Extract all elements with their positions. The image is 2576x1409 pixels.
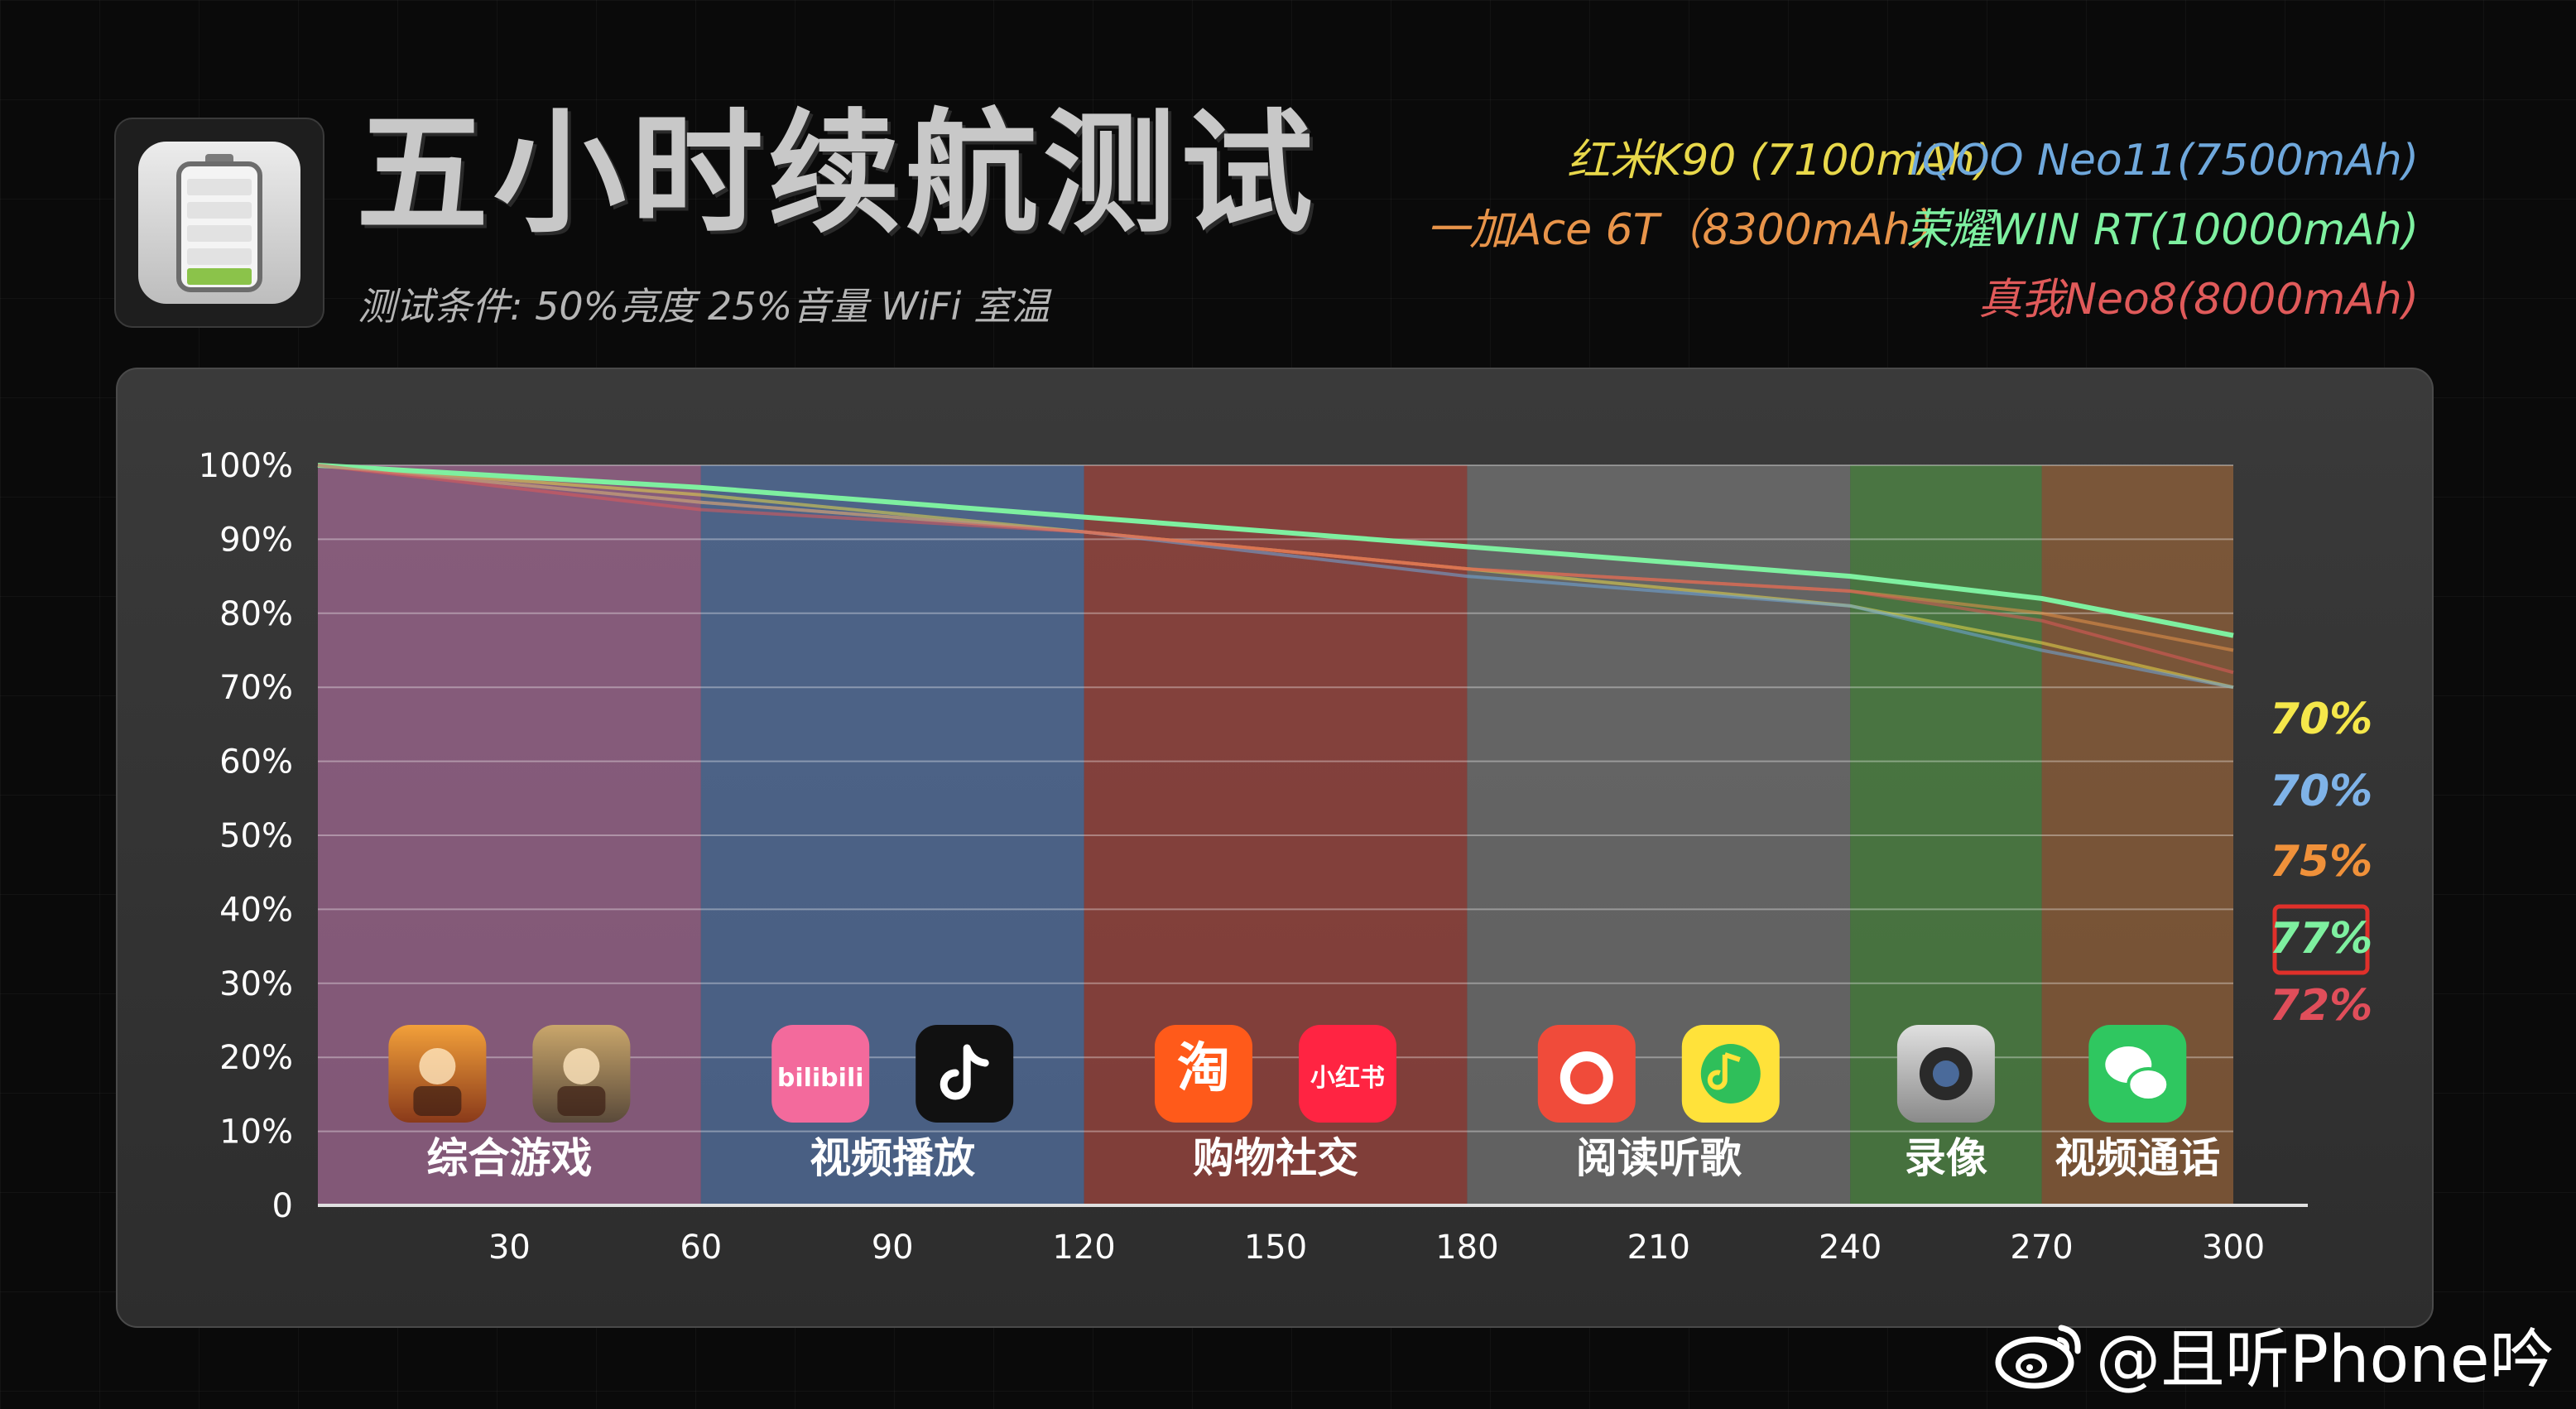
legend-redmi: 红米K90 (7100mAh) (1567, 136, 1992, 185)
y-tick-label: 10% (219, 1113, 293, 1152)
legend-honor: 荣耀WIN RT(10000mAh) (1906, 205, 2419, 255)
segment-label-2: 购物社交 (1193, 1134, 1358, 1182)
y-tick-label: 20% (219, 1039, 293, 1077)
segment-band-2 (1084, 465, 1468, 1205)
y-tick-label: 0 (272, 1187, 293, 1225)
app-icon-0-1 (532, 1025, 631, 1123)
game-character-icon (419, 1048, 456, 1084)
tomato-icon-inner (1569, 1061, 1603, 1094)
x-tick-label: 210 (1627, 1229, 1690, 1267)
segment-label-1: 视频播放 (810, 1134, 975, 1182)
x-tick-label: 60 (680, 1229, 722, 1267)
y-tick-label: 50% (219, 817, 293, 855)
x-tick-label: 180 (1435, 1229, 1498, 1267)
x-tick-label: 270 (2010, 1229, 2073, 1267)
app-icon-5-0 (2088, 1025, 2187, 1123)
game-character-body (413, 1086, 462, 1116)
page-title: 五小时续航测试 (356, 96, 1319, 251)
app-icon-text: bilibili (777, 1064, 864, 1093)
app-icon-3-0 (1537, 1025, 1636, 1123)
y-tick-label: 100% (199, 447, 293, 485)
y-tick-label: 40% (219, 891, 293, 929)
x-tick-label: 150 (1244, 1229, 1307, 1267)
app-icon-1-1 (916, 1025, 1014, 1123)
end-value-label-2: 75% (2270, 837, 2372, 887)
app-icon-1-0: bilibili (771, 1025, 870, 1123)
segment-band-1 (700, 465, 1084, 1205)
chart-panel: 0 10% 20% 30% 40% 50% 60% 70% 80% 90% 100% 30 60 90 12… (116, 368, 2434, 1328)
wechat-bubble-icon-2 (2127, 1067, 2170, 1102)
segment-label-3: 阅读听歌 (1576, 1134, 1742, 1182)
app-icon-2-0: 淘 (1155, 1025, 1252, 1123)
tiktok-note-icon (940, 1044, 989, 1100)
watermark: @且听Phone吟 (1993, 1308, 2554, 1401)
legend-realme: 真我Neo8(8000mAh) (1978, 275, 2419, 325)
game-character-body (557, 1086, 606, 1116)
watermark-text: @且听Phone吟 (2096, 1323, 2554, 1397)
app-icon-bg (1299, 1025, 1396, 1123)
x-tick-label: 90 (872, 1229, 914, 1267)
segment-label-0: 综合游戏 (426, 1134, 592, 1182)
x-tick-label: 120 (1052, 1229, 1115, 1267)
segment-label-5: 视频通话 (2055, 1134, 2220, 1182)
segment-band-0 (318, 465, 701, 1205)
end-value-label-1: 70% (2270, 767, 2372, 816)
y-tick-label: 30% (219, 965, 293, 1003)
battery-line-chart: 0 10% 20% 30% 40% 50% 60% 70% 80% 90% 100% 30 60 90 12… (199, 447, 2373, 1267)
series-line-3 (317, 463, 2234, 638)
end-value-label-4: 72% (2270, 981, 2372, 1031)
segment-label-4: 录像 (1905, 1134, 1987, 1182)
app-icon-text: 淘 (1177, 1038, 1230, 1099)
camera-lens-inner (1932, 1060, 1959, 1087)
qqmusic-note-icon (1707, 1052, 1741, 1090)
weibo-icon (1995, 1325, 2081, 1389)
app-icon-3-1 (1681, 1025, 1780, 1123)
battery-tile (114, 118, 324, 328)
x-tick-label: 240 (1819, 1229, 1882, 1267)
series-line-4 (317, 464, 2234, 675)
y-tick-label: 60% (219, 743, 293, 781)
app-icon-2-1: 小红书 (1299, 1025, 1396, 1123)
app-icon-text: 小红书 (1310, 1064, 1385, 1093)
y-tick-label: 90% (219, 521, 293, 559)
y-tick-label: 80% (219, 595, 293, 633)
x-tick-label: 30 (488, 1229, 531, 1267)
legend-iqoo: iQOO Neo11(7500mAh) (1910, 136, 2419, 185)
y-tick-label: 70% (219, 669, 293, 707)
legend-oneplus: 一加Ace 6T（8300mAh） (1425, 205, 1954, 255)
app-icon-4-0 (1896, 1025, 1995, 1123)
app-icon-bg (771, 1025, 870, 1123)
highlight-box (2272, 904, 2370, 975)
end-value-label-3: 77% (2270, 914, 2372, 964)
app-icon-bg (1155, 1025, 1252, 1123)
x-tick-label: 300 (2202, 1229, 2265, 1267)
battery-icon (176, 154, 262, 292)
test-conditions: 测试条件: 50%亮度 25%音量 WiFi 室温 (358, 284, 1050, 329)
end-value-label-0: 70% (2270, 695, 2372, 744)
app-icon-0-0 (388, 1025, 487, 1123)
game-character-icon (563, 1048, 600, 1084)
